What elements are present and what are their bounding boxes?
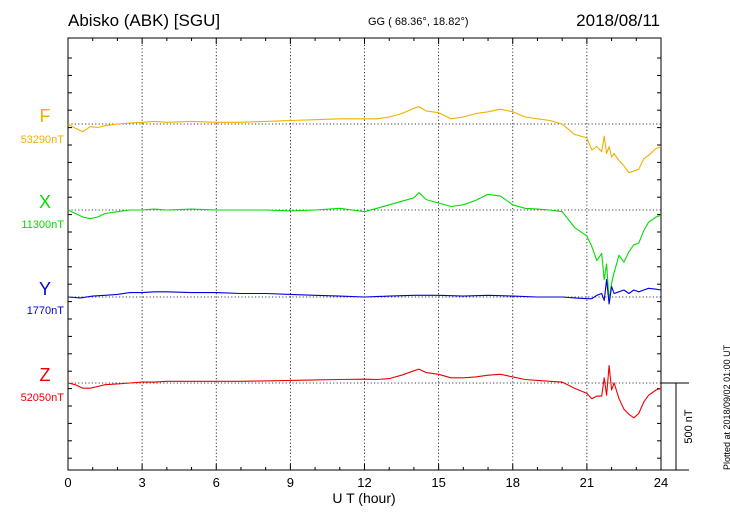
- x-tick-label: 3: [139, 475, 146, 490]
- x-tick-label: 24: [654, 475, 668, 490]
- x-tick-label: 21: [580, 475, 594, 490]
- x-tick-label: 12: [357, 475, 371, 490]
- channel-name-f: F: [40, 106, 51, 126]
- scale-bar: 500 nT: [661, 382, 695, 471]
- baseline-label-y: 1770nT: [27, 305, 65, 317]
- scale-bar-label: 500 nT: [683, 409, 695, 444]
- x-tick-label: 18: [506, 475, 520, 490]
- series-line-y: [67, 279, 662, 305]
- channel-name-y: Y: [39, 279, 51, 299]
- baseline-label-x: 11300nT: [21, 219, 64, 231]
- x-tick-label: 15: [431, 475, 445, 490]
- x-tick-label: 9: [287, 475, 294, 490]
- channel-name-x: X: [39, 192, 51, 212]
- channel-name-z: Z: [40, 365, 51, 385]
- grid-lines: [68, 38, 661, 470]
- coordinates-label: GG ( 68.36°, 18.82°): [368, 16, 469, 28]
- plotted-timestamp: Plotted at 2018/09/02 01:00 UT: [722, 344, 730, 470]
- axis-ticks: 0 3 6 9 12 15 18 21 24: [64, 38, 668, 490]
- x-tick-label: 0: [64, 475, 71, 490]
- baseline-label-z: 52050nT: [21, 392, 65, 404]
- date-label: 2018/08/11: [576, 11, 660, 30]
- channel-labels: F 53290nT X 11300nT Y 1770nT Z 52050nT: [21, 106, 65, 404]
- series-line-z: [67, 365, 662, 419]
- station-title: Abisko (ABK) [SGU]: [68, 11, 221, 30]
- series-layer: [67, 106, 662, 419]
- series-line-x: [67, 192, 662, 302]
- series-line-f: [67, 106, 662, 174]
- baseline-label-f: 53290nT: [21, 134, 65, 146]
- x-tick-label: 6: [213, 475, 220, 490]
- x-axis-label: U T (hour): [332, 490, 395, 506]
